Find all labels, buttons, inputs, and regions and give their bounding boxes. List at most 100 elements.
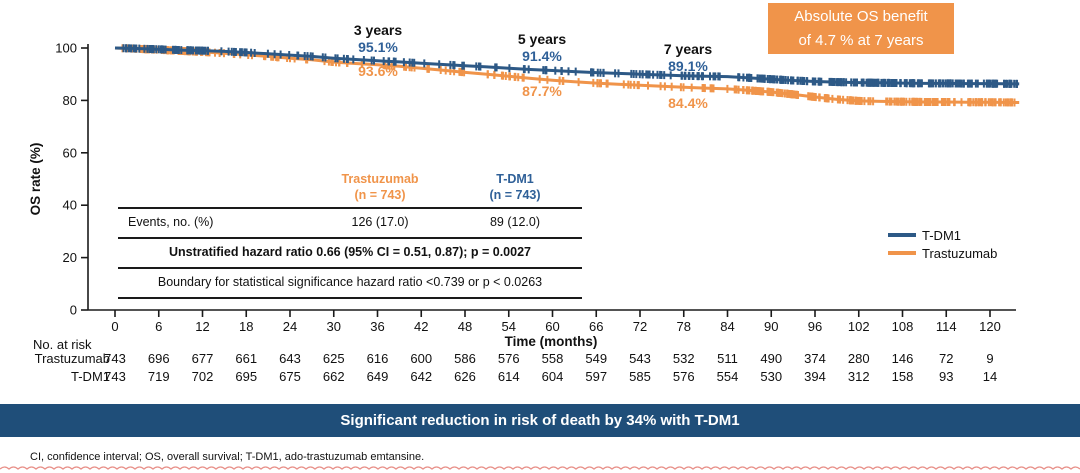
annotation-timepoint-label: 5 years	[517, 31, 567, 47]
risk-value: 9	[986, 351, 993, 366]
risk-value: 394	[804, 369, 826, 384]
risk-value: 649	[367, 369, 389, 384]
x-tick-label: 96	[808, 319, 822, 334]
x-tick-label: 78	[677, 319, 691, 334]
annotation-tdm1-value: 89.1%	[668, 58, 708, 74]
annotation-3-years: 3 years 95.1% 93.6%	[342, 22, 414, 80]
risk-value: 695	[235, 369, 257, 384]
risk-value: 677	[192, 351, 214, 366]
x-tick-label: 12	[195, 319, 209, 334]
x-tick-label: 60	[545, 319, 559, 334]
risk-value: 490	[760, 351, 782, 366]
os-benefit-callout: Absolute OS benefit of 4.7 % at 7 years	[768, 3, 954, 54]
legend-label-trastuzumab: Trastuzumab	[922, 245, 998, 261]
inset-header-trastuzumab-name: Trastuzumab	[341, 172, 419, 186]
x-tick-label: 42	[414, 319, 428, 334]
risk-value: 743	[104, 369, 126, 384]
inset-divider	[118, 207, 582, 209]
x-tick-label: 66	[589, 319, 603, 334]
inset-divider	[118, 267, 582, 269]
inset-header-tdm1-name: T-DM1	[496, 172, 534, 186]
risk-value: 14	[983, 369, 997, 384]
inset-hazard-ratio-row: Unstratified hazard ratio 0.66 (95% CI =…	[169, 245, 531, 259]
y-tick-label: 0	[70, 303, 77, 318]
legend-label-tdm1: T-DM1	[922, 227, 961, 243]
annotation-tdm1-value: 91.4%	[522, 48, 562, 64]
risk-value: 696	[148, 351, 170, 366]
risk-value: 532	[673, 351, 695, 366]
inset-events-trastuzumab: 126 (17.0)	[351, 215, 409, 229]
x-tick-label: 18	[239, 319, 253, 334]
x-tick-label: 24	[283, 319, 297, 334]
x-tick-label: 48	[458, 319, 472, 334]
risk-value: 543	[629, 351, 651, 366]
y-tick-label: 20	[63, 250, 77, 265]
inset-boundary-row: Boundary for statistical significance ha…	[157, 275, 543, 289]
risk-value: 554	[717, 369, 739, 384]
tdm1-line-swatch-icon	[888, 233, 916, 237]
risk-value: 597	[585, 369, 607, 384]
risk-value: 642	[410, 369, 432, 384]
x-axis-title: Time (months)	[505, 334, 598, 349]
risk-value: 643	[279, 351, 301, 366]
risk-value: 600	[410, 351, 432, 366]
risk-value: 625	[323, 351, 345, 366]
annotation-trastuzumab-value: 84.4%	[668, 95, 708, 111]
legend: T-DM1 Trastuzumab	[888, 226, 997, 262]
x-tick-label: 72	[633, 319, 647, 334]
annotation-5-years: 5 years 91.4% 87.7%	[506, 31, 578, 100]
x-tick-label: 30	[327, 319, 341, 334]
risk-value: 675	[279, 369, 301, 384]
risk-value: 576	[673, 369, 695, 384]
risk-value: 558	[542, 351, 564, 366]
x-tick-label: 54	[502, 319, 516, 334]
risk-value: 719	[148, 369, 170, 384]
annotation-timepoint-label: 7 years	[663, 41, 713, 57]
risk-value: 146	[892, 351, 914, 366]
risk-value: 614	[498, 369, 520, 384]
censor-marks-t-dm1	[122, 44, 1018, 88]
risk-value: 280	[848, 351, 870, 366]
risk-value: 576	[498, 351, 520, 366]
abbreviations-footnote: CI, confidence interval; OS, overall sur…	[30, 451, 425, 463]
risk-row-label: Trastuzumab	[35, 351, 110, 366]
risk-value: 626	[454, 369, 476, 384]
trastuzumab-line-swatch-icon	[888, 251, 916, 255]
y-tick-label: 80	[63, 93, 77, 108]
risk-value: 743	[104, 351, 126, 366]
risk-row-label: T-DM1	[71, 369, 110, 384]
risk-value: 586	[454, 351, 476, 366]
inset-header-tdm1-n: (n = 743)	[489, 188, 541, 202]
legend-item-tdm1: T-DM1	[888, 226, 997, 244]
conclusion-banner: Significant reduction in risk of death b…	[0, 404, 1080, 437]
y-tick-label: 60	[63, 145, 77, 160]
km-survival-chart: 0 20 40 60 80 100 OS rate (%) 0 6 12 18 24 30 36 42 48 5…	[28, 41, 1020, 384]
x-tick-label: 36	[370, 319, 384, 334]
risk-value: 530	[760, 369, 782, 384]
annotation-trastuzumab-value: 87.7%	[522, 83, 562, 99]
inset-header-tdm1: T-DM1 (n = 743)	[450, 171, 580, 203]
inset-header-trastuzumab: Trastuzumab (n = 743)	[315, 171, 445, 203]
annotation-timepoint-label: 3 years	[353, 22, 403, 38]
statistics-inset-table: Trastuzumab (n = 743) T-DM1 (n = 743) Ev…	[118, 168, 582, 300]
risk-value: 585	[629, 369, 651, 384]
callout-line-1: Absolute OS benefit	[794, 8, 928, 26]
inset-header-trastuzumab-n: (n = 743)	[354, 188, 406, 202]
callout-line-2: of 4.7 % at 7 years	[798, 31, 924, 49]
x-tick-label: 114	[936, 319, 957, 334]
inset-events-tdm1: 89 (12.0)	[489, 215, 541, 229]
x-tick-label: 6	[155, 319, 162, 334]
risk-value: 702	[192, 369, 214, 384]
x-tick-label: 120	[979, 319, 1001, 334]
risk-value: 374	[804, 351, 826, 366]
x-tick-label: 84	[720, 319, 734, 334]
risk-value: 661	[235, 351, 257, 366]
decorative-wavy-line	[0, 466, 1080, 470]
risk-value: 511	[717, 351, 738, 366]
risk-value: 158	[892, 369, 914, 384]
risk-value: 72	[939, 351, 953, 366]
risk-value: 662	[323, 369, 345, 384]
x-tick-label: 108	[892, 319, 914, 334]
annotation-trastuzumab-value: 93.6%	[358, 63, 398, 79]
